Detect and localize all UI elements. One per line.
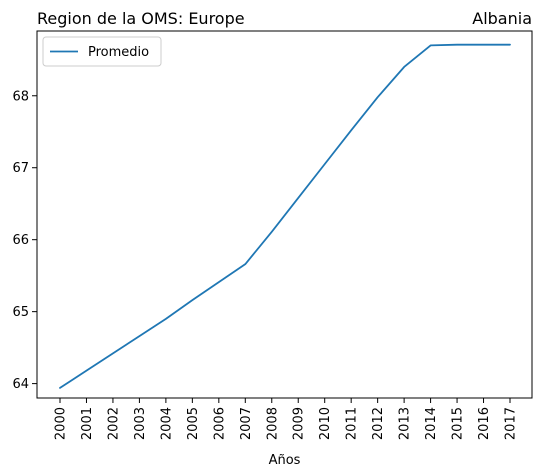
x-tick-label: 2013 — [398, 407, 413, 440]
x-tick-label: 2009 — [292, 407, 307, 440]
y-tick-label: 65 — [12, 305, 29, 320]
x-tick-label: 2001 — [80, 407, 95, 440]
chart-title-left: Region de la OMS: Europe — [37, 9, 245, 28]
x-tick-label: 2004 — [159, 407, 174, 440]
x-tick-label: 2002 — [106, 407, 121, 440]
x-axis-label: Años — [269, 453, 301, 468]
plot-area — [36, 30, 533, 399]
legend: Promedio — [42, 36, 162, 67]
y-tick-label: 68 — [12, 89, 29, 104]
x-tick-label: 2015 — [451, 407, 466, 440]
x-tick-label: 2005 — [186, 407, 201, 440]
x-tick-label: 2007 — [239, 407, 254, 440]
x-tick-label: 2008 — [265, 407, 280, 440]
x-tick-label: 2016 — [477, 407, 492, 440]
legend-label-promedio: Promedio — [88, 45, 149, 60]
y-tick-label: 64 — [12, 377, 29, 392]
y-tick-label: 67 — [12, 161, 29, 176]
series-layer — [59, 43, 511, 389]
x-tick-label: 2011 — [345, 407, 360, 440]
y-tick-label: 66 — [12, 233, 29, 248]
x-tick-label: 2006 — [212, 407, 227, 440]
x-axis-ticks: 2000 2001 2002 2003 2004 2005 2006 2007 2008 2009… — [54, 398, 519, 440]
plot-frame — [36, 30, 533, 399]
chart-title-right: Albania — [472, 9, 532, 28]
x-tick-label: 2014 — [424, 407, 439, 440]
x-tick-label: 2017 — [504, 407, 519, 440]
legend-box — [42, 36, 162, 67]
x-tick-label: 2003 — [133, 407, 148, 440]
x-tick-label: 2000 — [54, 407, 69, 440]
y-axis-ticks: 64 65 66 67 68 — [12, 89, 37, 392]
x-tick-label: 2012 — [371, 407, 386, 440]
x-tick-label: 2010 — [318, 407, 333, 440]
series-line-promedio — [59, 43, 511, 389]
